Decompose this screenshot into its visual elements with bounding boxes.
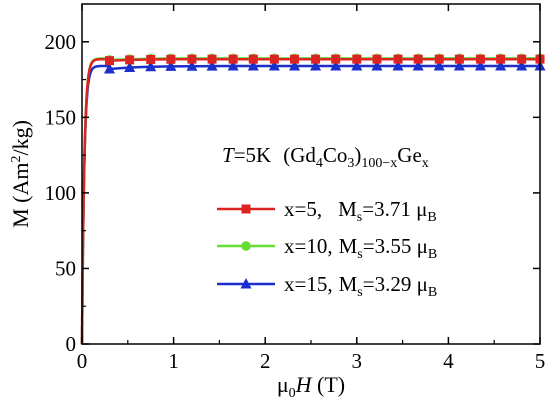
data-point [371,59,383,71]
sub-3: 3 [347,156,354,171]
formula-c: ) [354,143,361,167]
data-point [103,62,115,74]
data-point [268,59,280,71]
legend-ms: M [338,197,357,221]
x-tick-label: 4 [443,349,454,373]
x-tick-label: 3 [352,349,363,373]
x-tick-label: 1 [168,349,179,373]
data-point [247,59,259,71]
data-point [165,60,177,71]
data-point [475,54,485,64]
data-point [412,59,424,71]
y-label-sup: 2 [9,156,24,163]
legend-x: x=10, [284,234,333,258]
sub-4: 4 [316,156,323,171]
data-point [186,60,198,71]
legend-x: x=5, [284,197,322,221]
y-tick-label: 50 [55,256,76,280]
data-point [474,59,486,71]
formula-d: Ge [397,143,422,167]
data-point [352,54,362,64]
legend-marker [240,278,252,289]
y-label-pre: M (Am [8,163,33,228]
y-tick-label: 200 [45,30,77,54]
data-point [289,59,301,71]
data-point [453,59,465,71]
data-point [125,55,135,65]
data-point [433,59,445,71]
data-point [454,54,464,64]
legend: x=5, Ms=3.71 μBx=10, Ms=3.55 μBx=15, Ms=3.2… [217,197,437,300]
data-point [516,59,528,71]
legend-marker [241,204,251,214]
legend-unit-sub: B [427,210,436,225]
legend-ms-value: =3.71 μ [362,197,427,221]
series-markers [103,53,546,74]
x-label-unit: (T) [312,372,346,397]
data-point [434,54,444,64]
x-axis-label: μ0H (T) [277,372,345,401]
data-point [104,56,114,66]
x-tick-label: 0 [77,349,88,373]
data-point [413,54,423,64]
data-point [206,60,218,71]
data-point [290,54,300,64]
x-label-sub: 0 [289,386,296,401]
legend-x: x=15, [284,272,333,296]
legend-ms: M [339,234,358,258]
legend-unit-sub: B [428,247,437,262]
legend-unit-sub: B [428,285,437,300]
legend-ms-value: =3.55 μ [363,234,428,258]
data-point [392,59,404,71]
data-point [187,54,197,64]
data-point [331,54,341,64]
y-tick-label: 150 [45,105,77,129]
data-point [228,54,238,64]
data-point [269,54,279,64]
data-point [310,59,322,71]
data-point [248,54,258,64]
legend-ms-sub: s [357,247,362,262]
y-label-post: /kg) [8,120,33,155]
x-label-main: μ [277,372,289,397]
formula-a: (Gd [283,143,316,167]
data-point [207,54,217,64]
data-point [124,61,136,72]
temp-var: T [222,143,235,167]
data-point [146,54,156,64]
legend-marker [241,241,251,251]
legend-label: x=15, Ms=3.29 μB [284,272,437,300]
data-point [495,59,507,71]
data-point [166,54,176,64]
data-point [393,54,403,64]
y-tick-label: 0 [66,332,77,356]
temp-val: =5K [234,143,272,167]
x-label-var: H [295,372,313,397]
legend-label: x=5, Ms=3.71 μB [284,197,437,225]
sub-x: x [422,156,429,171]
y-tick-label: 100 [45,181,77,205]
data-point [372,54,382,64]
legend-ms-sub: s [357,210,362,225]
formula-b: Co [323,143,348,167]
x-tick-label: 5 [535,349,546,373]
data-point [517,54,527,64]
y-axis-label: M (Am2/kg) [8,120,33,228]
data-point [330,59,342,71]
legend-ms-sub: s [357,285,362,300]
data-point [227,59,239,71]
data-point [145,60,157,72]
data-point [351,59,363,71]
data-point [496,54,506,64]
legend-ms: M [339,272,358,296]
sub-100x: 100−x [361,156,397,171]
x-tick-label: 2 [260,349,271,373]
data-point [311,54,321,64]
legend-label: x=10, Ms=3.55 μB [284,234,437,262]
composition-annotation: T=5K (Gd4Co3)100−xGex [222,143,429,171]
legend-ms-value: =3.29 μ [363,272,428,296]
